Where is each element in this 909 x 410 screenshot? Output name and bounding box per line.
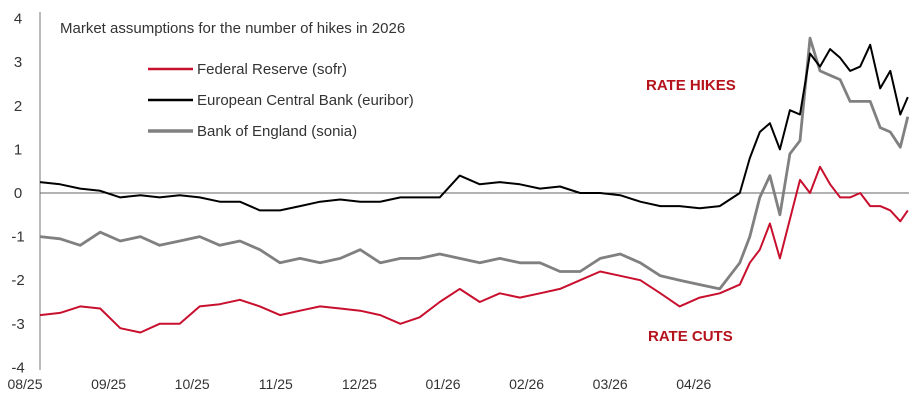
x-tick-label: 09/25 [91,376,126,392]
x-tick-label: 11/25 [259,376,293,392]
y-tick-label: -1 [11,229,24,246]
x-tick-label: 04/26 [676,376,711,392]
y-axis-ticks: 4 3 2 1 0 -1 -2 -3 -4 [11,11,24,377]
series-lines [39,36,909,334]
y-tick-label: 2 [14,98,22,115]
x-tick-label: 08/25 [7,376,42,392]
x-axis-ticks: 08/25 09/25 10/25 11/25 12/25 01/26 02/26 03/26… [7,376,711,392]
x-tick-label: 01/26 [425,376,460,392]
annotation-rate-cuts: RATE CUTS [648,328,733,345]
x-tick-label: 12/25 [342,376,377,392]
y-tick-label: -2 [11,272,24,289]
y-tick-label: 1 [14,141,22,158]
y-tick-label: 4 [14,11,22,28]
y-tick-label: -4 [11,359,24,376]
chart-title: Market assumptions for the number of hik… [60,20,405,37]
series-line-fed [39,165,909,334]
series-line-ecb [39,43,909,212]
legend-label-boe: Bank of England (sonia) [197,123,357,140]
series-line-boe [39,36,909,291]
x-tick-label: 03/26 [593,376,628,392]
legend-label-ecb: European Central Bank (euribor) [197,92,414,109]
annotation-rate-hikes: RATE HIKES [646,77,736,94]
x-tick-label: 02/26 [509,376,544,392]
y-tick-label: 3 [14,54,22,71]
x-tick-label: 10/25 [175,376,210,392]
y-tick-label: 0 [14,185,22,202]
legend-label-fed: Federal Reserve (sofr) [197,61,347,78]
legend: Federal Reserve (sofr) European Central … [148,61,414,140]
y-tick-label: -3 [11,316,24,333]
